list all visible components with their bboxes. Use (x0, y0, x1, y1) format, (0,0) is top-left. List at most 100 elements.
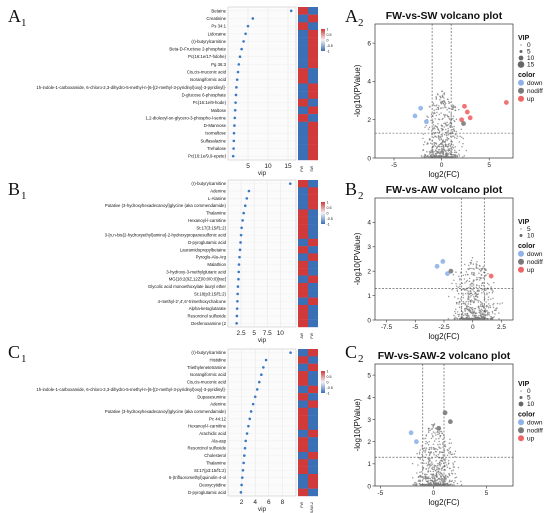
metabolite-label: Pc 44:12 (209, 416, 227, 421)
nodiff-point (442, 451, 444, 454)
nodiff-point (498, 312, 500, 314)
colorbar-tick-label: 0.5 (327, 375, 332, 379)
vip-point (232, 139, 236, 143)
nodiff-point (429, 465, 432, 467)
x-axis-label: vip (258, 170, 267, 177)
nodiff-point (495, 307, 497, 310)
metabolite-label: Hexanoyl-l-carnitine (188, 218, 227, 223)
nodiff-point (485, 310, 487, 312)
plot-frame (227, 6, 297, 161)
vip-point (233, 116, 237, 120)
nodiff-point (490, 286, 492, 288)
nodiff-point (435, 104, 438, 106)
nodiff-point (447, 137, 450, 140)
nodiff-point (478, 285, 480, 287)
heatmap-cell (298, 407, 308, 416)
nodiff-point (444, 480, 446, 483)
heatmap-cell (308, 137, 318, 145)
nodiff-point (489, 305, 491, 307)
vip-point (239, 233, 243, 237)
nodiff-point (471, 317, 473, 320)
nodiff-point (480, 308, 483, 311)
nodiff-point (475, 266, 478, 269)
nodiff-point (478, 279, 481, 281)
nodiff-point (424, 437, 427, 440)
nodiff-point (464, 303, 467, 306)
metabolite-label: Pyroglu-Ala-Arg (196, 255, 227, 260)
nodiff-point (440, 97, 442, 99)
heatmap-cell (298, 121, 308, 130)
nodiff-point (467, 296, 470, 298)
metabolite-label: Lidocaine (208, 31, 227, 36)
metabolite-label: D-glucose 6-phosphate (182, 92, 227, 97)
nodiff-point (459, 283, 461, 286)
nodiff-point (484, 268, 487, 270)
nodiff-point (468, 280, 471, 283)
metabolite-label: D-pyroglutamic acid (188, 240, 227, 245)
nodiff-point (448, 149, 451, 151)
nodiff-point (419, 479, 422, 481)
nodiff-point (425, 124, 427, 127)
nodiff-point (451, 131, 454, 133)
svg-text:1: 1 (21, 353, 27, 365)
nodiff-point (448, 462, 450, 464)
nodiff-point (432, 112, 435, 115)
up-point (459, 117, 465, 123)
nodiff-point (501, 302, 504, 304)
nodiff-point (450, 120, 452, 122)
metabolite-label: Sulfasalazine (200, 138, 226, 143)
nodiff-point (463, 154, 466, 157)
heatmap-column-label: FW (310, 332, 314, 338)
nodiff-point (431, 120, 434, 122)
metabolite-label: Beta-D-Fructose 2-phosphate (169, 47, 226, 52)
nodiff-point (476, 290, 478, 293)
nodiff-point (445, 477, 447, 479)
nodiff-point (445, 131, 448, 133)
nodiff-point (442, 446, 444, 448)
nodiff-point (445, 128, 447, 131)
volcano-plot-a2: FW-vs-SW volcano plot-5 0 50246log2(FC)-lo… (353, 10, 543, 179)
plot-frame (227, 179, 297, 328)
nodiff-point (491, 310, 494, 313)
nodiff-point (437, 477, 440, 480)
nodiff-point (448, 474, 451, 477)
nodiff-point (441, 467, 443, 470)
legend-vip-size-marker (517, 61, 525, 68)
heatmap-cell (298, 7, 308, 15)
nodiff-point (464, 309, 466, 311)
vip-point (243, 204, 247, 208)
nodiff-point (465, 316, 468, 318)
heatmap-cell (298, 415, 308, 423)
nodiff-point (492, 290, 494, 292)
legend-color-label: up (527, 436, 535, 443)
nodiff-point (442, 438, 444, 441)
nodiff-point (487, 298, 489, 301)
nodiff-point (425, 468, 427, 470)
nodiff-point (436, 111, 438, 114)
up-point (503, 100, 509, 105)
nodiff-point (453, 466, 456, 468)
nodiff-point (464, 274, 467, 276)
nodiff-point (427, 477, 429, 479)
nodiff-point (441, 140, 444, 142)
metabolite-label: St:17(p3:15/f1:2) (194, 468, 227, 473)
vip-point (234, 93, 238, 97)
nodiff-point (442, 156, 444, 158)
heatmap-cell (308, 290, 318, 298)
nodiff-point (440, 145, 443, 148)
nodiff-point (411, 462, 414, 465)
nodiff-point (437, 148, 440, 151)
nodiff-point (420, 470, 423, 473)
x-tick-label: 7.5 (263, 330, 272, 337)
y-tick-label: 2 (367, 439, 371, 446)
nodiff-point (416, 472, 418, 474)
heatmap-cell (298, 488, 308, 497)
nodiff-point (438, 473, 441, 476)
nodiff-point (428, 466, 431, 468)
vip-point (235, 307, 239, 310)
nodiff-point (487, 306, 490, 309)
metabolite-label: Ps 34:1 (211, 24, 226, 29)
legend-color-swatch (518, 258, 524, 265)
nodiff-point (438, 131, 441, 133)
nodiff-point (439, 450, 441, 453)
